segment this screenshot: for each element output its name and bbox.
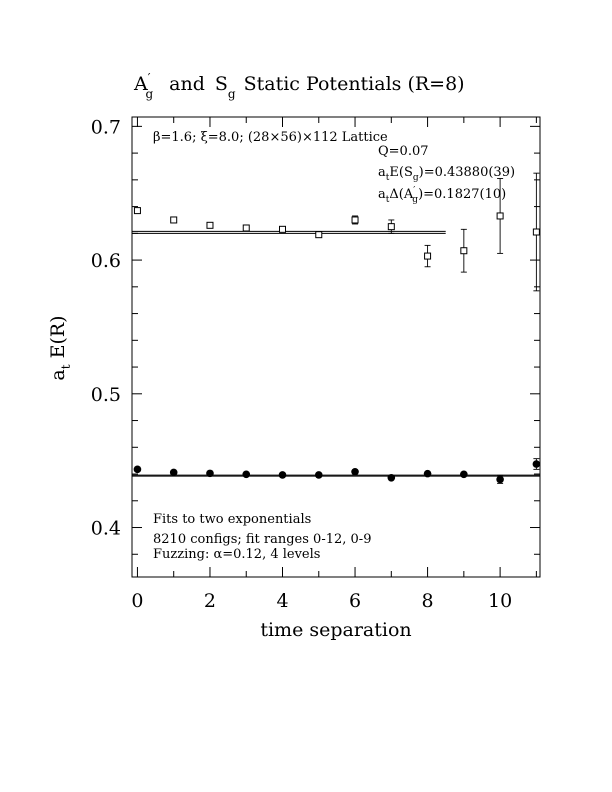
circle-marker (242, 470, 251, 479)
x-tick-label: 10 (488, 590, 512, 612)
da-a: a (378, 187, 386, 202)
data-point (496, 178, 504, 254)
circle-marker (423, 469, 432, 478)
data-point (170, 216, 178, 224)
y-tick-label: 0.7 (91, 116, 121, 138)
square-marker (170, 216, 178, 224)
es-mid: E(S (389, 165, 412, 180)
data-point (278, 471, 287, 479)
y-axis-label: at E(R) (47, 315, 73, 380)
square-marker (206, 221, 214, 229)
x-tick-label: 4 (276, 590, 288, 612)
square-marker (242, 224, 250, 232)
data-points (133, 172, 541, 484)
data-point (169, 468, 178, 477)
circle-marker (351, 467, 359, 476)
title-s-sub: g (228, 87, 236, 101)
square-marker (133, 207, 141, 215)
x-tick-label: 2 (204, 590, 216, 612)
data-point (206, 221, 214, 229)
data-point (460, 470, 468, 479)
data-point (242, 224, 250, 232)
x-tick-label: 0 (131, 590, 143, 612)
data-point (460, 228, 468, 273)
x-tick-label: 8 (422, 590, 434, 612)
circle-marker (460, 470, 468, 479)
data-point (532, 458, 541, 470)
square-marker (351, 216, 359, 224)
x-axis-label: time separation (260, 619, 411, 641)
square-marker (315, 231, 323, 239)
square-marker (424, 252, 432, 260)
data-point (351, 215, 359, 225)
title-s-main: S (215, 73, 228, 95)
circle-marker (278, 471, 287, 479)
da-end: )=0.1827(10) (418, 187, 506, 202)
es-end: )=0.43880(39) (419, 165, 515, 180)
axis-tick-labels: 0 2 4 6 8 10 0.4 0.5 0.6 0.7 (91, 116, 512, 612)
ylabel-sub: t (59, 364, 73, 369)
es-t: t (386, 173, 390, 183)
ylabel-a: a (47, 369, 69, 380)
square-marker (496, 212, 504, 220)
title-a-main: A (133, 73, 148, 95)
fit-lines (132, 230, 540, 477)
da-t: t (386, 195, 390, 205)
square-marker (532, 228, 540, 236)
x-tick-label: 6 (349, 590, 361, 612)
annotation-es: atE(Sg)=0.43880(39) (378, 165, 515, 183)
da-g: g (412, 195, 418, 205)
data-point (532, 172, 540, 292)
annotation-da: atΔ(A′ g)=0.1827(10) (378, 186, 506, 205)
data-point (133, 465, 142, 474)
circle-marker (496, 475, 504, 484)
data-point (242, 470, 251, 479)
da-mid: Δ(A (389, 187, 413, 202)
y-tick-label: 0.4 (91, 518, 121, 540)
data-point (423, 469, 432, 478)
square-marker (279, 225, 287, 233)
circle-marker (387, 473, 396, 482)
ylabel-rest: E(R) (47, 315, 69, 358)
data-point (133, 207, 141, 215)
plot-frame (131, 116, 541, 578)
title-a-sub: g (145, 87, 153, 101)
data-point (424, 244, 432, 268)
data-point (351, 467, 359, 476)
title-rest: Static Potentials (R=8) (244, 73, 465, 95)
y-tick-label: 0.6 (91, 250, 121, 272)
data-point (387, 219, 395, 234)
annotation-lattice: β=1.6; ξ=8.0; (28×56)×112 Lattice (153, 130, 388, 145)
circle-marker (133, 465, 142, 474)
title-a-prime: ′ (148, 71, 151, 85)
y-tick-label: 0.5 (91, 384, 121, 406)
circle-marker (314, 471, 323, 479)
annotation-fits-2: 8210 configs; fit ranges 0-12, 0-9 (153, 532, 371, 547)
square-marker (387, 223, 395, 231)
axis-ticks (132, 117, 540, 577)
data-point (496, 474, 504, 484)
es-g: g (413, 173, 419, 183)
chart-title: A′ g and Sg Static Potentials (R=8) (133, 71, 465, 101)
annotation-fits-1: Fits to two exponentials (153, 512, 311, 527)
data-point (387, 473, 396, 482)
annotation-fits-3: Fuzzing: α=0.12, 4 levels (153, 547, 320, 562)
circle-marker (206, 469, 214, 478)
square-marker (460, 247, 468, 255)
data-point (315, 231, 323, 239)
es-a: a (378, 165, 386, 180)
title-and: and (169, 73, 205, 95)
annotation-q: Q=0.07 (378, 144, 429, 159)
circle-marker (169, 468, 178, 477)
da-prime: ′ (413, 186, 415, 196)
svg-text:atE(R): at E(R) (47, 315, 73, 380)
circle-marker (532, 460, 541, 468)
data-point (279, 225, 287, 233)
data-point (206, 469, 214, 478)
data-point (314, 471, 323, 479)
